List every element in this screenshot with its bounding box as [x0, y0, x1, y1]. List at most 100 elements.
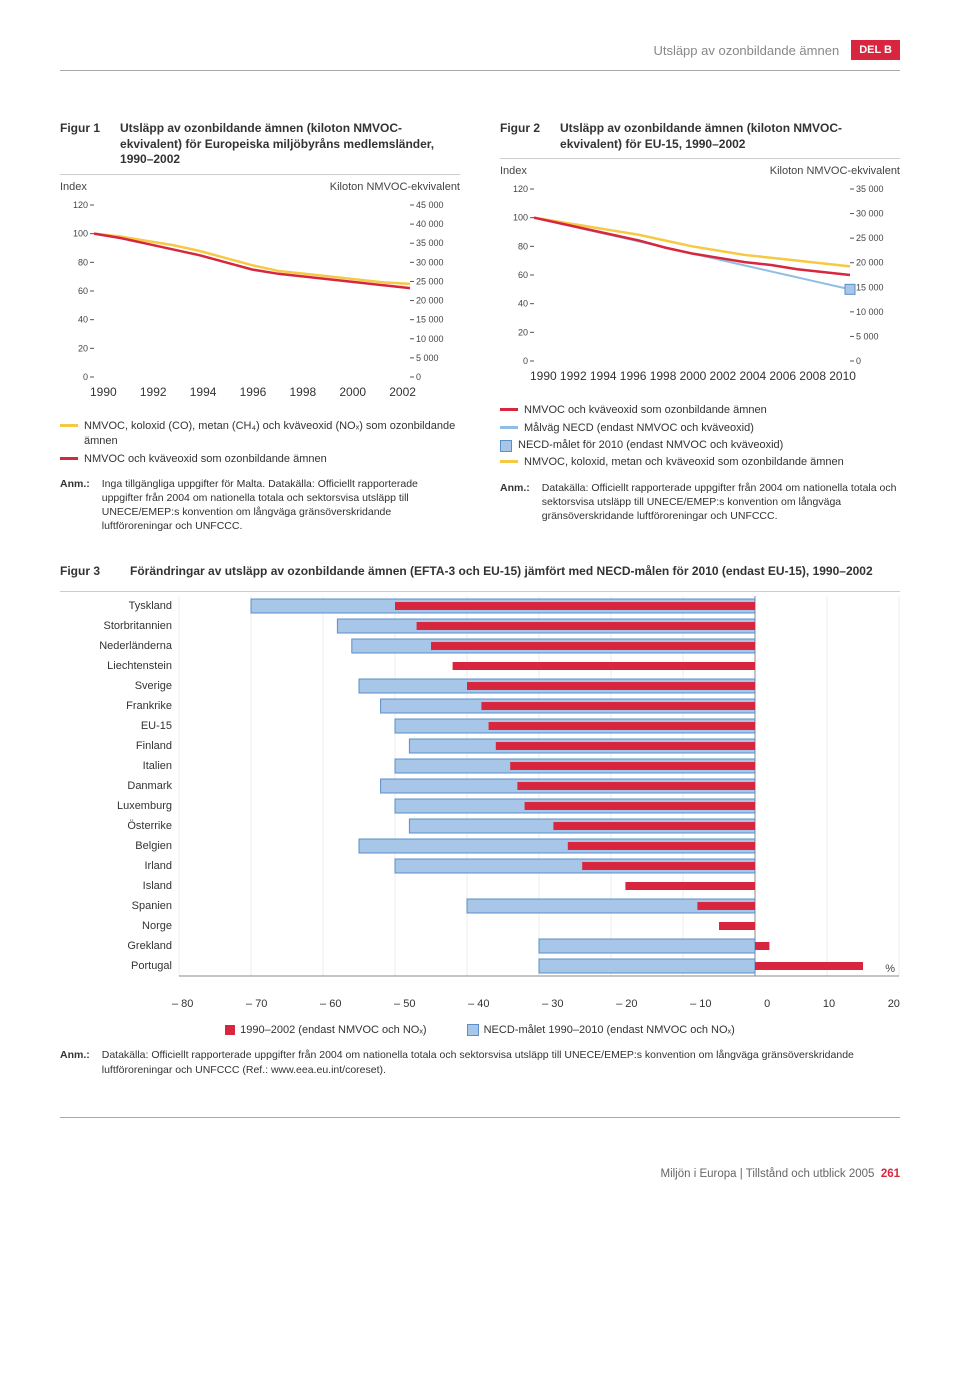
legend-swatch — [500, 440, 512, 452]
legend-text: NMVOC och kväveoxid som ozonbildande ämn… — [524, 403, 767, 418]
country-label: Grekland — [60, 936, 172, 956]
country-label: Liechtenstein — [60, 656, 172, 676]
legend-swatch — [500, 426, 518, 429]
x-tick: 20 — [888, 998, 900, 1010]
svg-text:40: 40 — [518, 299, 528, 309]
country-label: Belgien — [60, 836, 172, 856]
x-tick: 2010 — [829, 369, 856, 397]
section-title: Utsläpp av ozonbildande ämnen — [653, 43, 839, 58]
country-label: Norge — [60, 916, 172, 936]
svg-text:%: % — [885, 963, 895, 975]
svg-text:15 000: 15 000 — [856, 282, 884, 292]
legend-item: NMVOC och kväveoxid som ozonbildande ämn… — [500, 403, 900, 418]
svg-text:35 000: 35 000 — [416, 238, 444, 248]
page-number: 261 — [881, 1168, 900, 1180]
country-label: Nederländerna — [60, 636, 172, 656]
country-label: Portugal — [60, 956, 172, 976]
svg-text:5 000: 5 000 — [416, 353, 439, 363]
x-tick: 1994 — [590, 369, 617, 397]
legend-swatch — [60, 424, 78, 427]
fig1-title: Utsläpp av ozonbildande ämnen (kiloton N… — [120, 121, 460, 168]
legend-text: NECD-målet 1990–2010 (endast NMVOC och N… — [484, 1024, 735, 1036]
page-header: Utsläpp av ozonbildande ämnen DEL B — [60, 40, 900, 60]
legend-swatch — [467, 1024, 479, 1036]
fig1-x-ticks: 1990199219941996199820002002 — [60, 385, 460, 413]
legend-item: NMVOC och kväveoxid som ozonbildande ämn… — [60, 452, 460, 467]
svg-text:10 000: 10 000 — [856, 307, 884, 317]
fig2-left-axis: Index — [500, 165, 527, 177]
svg-text:0: 0 — [416, 372, 421, 381]
legend-item: NECD-målet för 2010 (endast NMVOC och kv… — [500, 438, 900, 453]
fig2-note: Anm.: Datakälla: Officiellt rapporterade… — [500, 481, 900, 524]
x-tick: – 50 — [394, 998, 415, 1010]
svg-text:20: 20 — [518, 328, 528, 338]
fig1-left-axis: Index — [60, 181, 87, 193]
fig2-chart: 12010080604020035 00030 00025 00020 0001… — [500, 185, 900, 365]
svg-text:20 000: 20 000 — [856, 258, 884, 268]
country-label: Sverige — [60, 676, 172, 696]
legend-text: Målväg NECD (endast NMVOC och kväveoxid) — [524, 421, 754, 436]
svg-text:60: 60 — [78, 286, 88, 296]
x-tick: – 60 — [320, 998, 341, 1010]
x-tick: – 20 — [616, 998, 637, 1010]
svg-text:120: 120 — [513, 185, 528, 194]
svg-text:5 000: 5 000 — [856, 332, 879, 342]
legend-swatch — [225, 1025, 235, 1035]
legend-swatch — [500, 460, 518, 463]
svg-text:30 000: 30 000 — [856, 209, 884, 219]
svg-text:0: 0 — [856, 356, 861, 365]
note-label: Anm.: — [60, 1048, 90, 1076]
fig2-right-axis: Kiloton NMVOC-ekvivalent — [770, 165, 900, 177]
x-tick: 2008 — [799, 369, 826, 397]
svg-text:0: 0 — [83, 372, 88, 381]
fig3-title: Förändringar av utsläpp av ozonbildande … — [130, 564, 873, 580]
svg-text:25 000: 25 000 — [416, 276, 444, 286]
x-tick: – 10 — [690, 998, 711, 1010]
x-tick: 0 — [764, 998, 770, 1010]
note-label: Anm.: — [500, 481, 530, 524]
x-tick: 2000 — [680, 369, 707, 397]
svg-text:100: 100 — [73, 228, 88, 238]
legend-item: 1990–2002 (endast NMVOC och NOₓ) — [225, 1024, 426, 1036]
svg-text:15 000: 15 000 — [416, 314, 444, 324]
svg-text:20: 20 — [78, 343, 88, 353]
note-text: Datakälla: Officiellt rapporterade uppgi… — [102, 1048, 900, 1076]
x-tick: 1996 — [240, 385, 267, 413]
footer-text: Miljön i Europa | Tillstånd och utblick … — [660, 1168, 874, 1180]
legend-item: NECD-målet 1990–2010 (endast NMVOC och N… — [467, 1024, 735, 1036]
x-tick: 1990 — [530, 369, 557, 397]
fig3-label: Figur 3 — [60, 564, 100, 580]
legend-item: NMVOC, koloxid (CO), metan (CH₄) och kvä… — [60, 419, 460, 450]
fig3-country-labels: TysklandStorbritannienNederländernaLiech… — [60, 596, 178, 996]
x-tick: 2004 — [739, 369, 766, 397]
x-tick: – 40 — [468, 998, 489, 1010]
note-text: Datakälla: Officiellt rapporterade uppgi… — [542, 481, 900, 524]
fig1-label: Figur 1 — [60, 121, 100, 168]
country-label: Italien — [60, 756, 172, 776]
country-label: Luxemburg — [60, 796, 172, 816]
fig3-legend: 1990–2002 (endast NMVOC och NOₓ) NECD-mål… — [60, 1024, 900, 1036]
legend-text: NMVOC och kväveoxid som ozonbildande ämn… — [84, 452, 327, 467]
country-label: EU-15 — [60, 716, 172, 736]
x-tick: 1992 — [560, 369, 587, 397]
fig3-chart: % — [178, 596, 900, 996]
figure-2: Figur 2 Utsläpp av ozonbildande ämnen (k… — [500, 121, 900, 534]
legend-swatch — [60, 457, 78, 460]
x-tick: 1998 — [290, 385, 317, 413]
svg-text:60: 60 — [518, 270, 528, 280]
x-tick: 2006 — [769, 369, 796, 397]
country-label: Irland — [60, 856, 172, 876]
figure-1: Figur 1 Utsläpp av ozonbildande ämnen (k… — [60, 121, 460, 534]
svg-text:80: 80 — [78, 257, 88, 267]
fig3-x-ticks: – 80– 70– 60– 50– 40– 30– 20– 1001020 — [60, 998, 900, 1010]
country-label: Tyskland — [60, 596, 172, 616]
svg-text:120: 120 — [73, 201, 88, 210]
country-label: Österrike — [60, 816, 172, 836]
svg-text:30 000: 30 000 — [416, 257, 444, 267]
x-tick: 2000 — [339, 385, 366, 413]
legend-text: NMVOC, koloxid (CO), metan (CH₄) och kvä… — [84, 419, 460, 450]
legend-swatch — [500, 408, 518, 411]
country-label: Danmark — [60, 776, 172, 796]
x-tick: 1990 — [90, 385, 117, 413]
page-footer: Miljön i Europa | Tillstånd och utblick … — [60, 1168, 900, 1180]
